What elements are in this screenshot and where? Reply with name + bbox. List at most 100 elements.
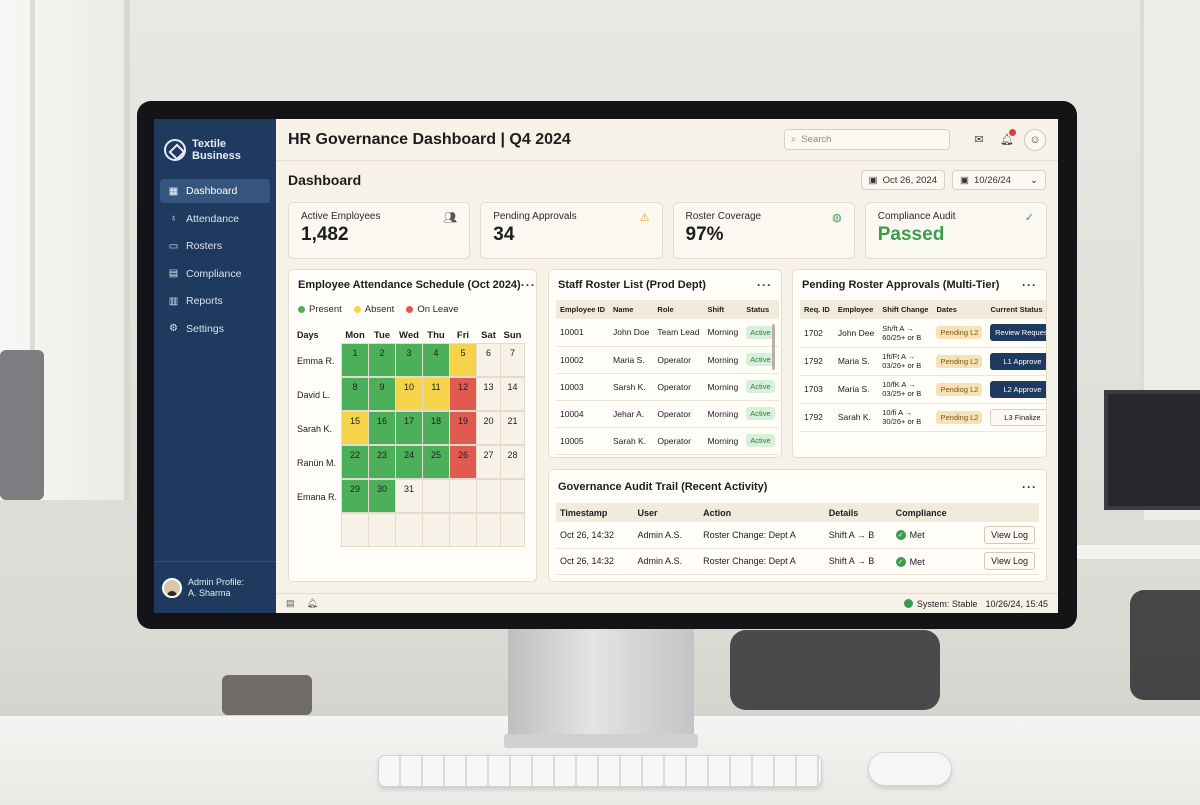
- table-cell: Morning: [703, 319, 743, 347]
- document-icon[interactable]: ▤: [286, 598, 295, 608]
- attendance-legend: Present Absent On Leave: [289, 300, 536, 318]
- attendance-cell[interactable]: 25: [422, 445, 450, 479]
- table-row[interactable]: 10001 John Doe Team Lead Morning Active: [556, 319, 779, 347]
- roster-table: Employee ID Name Role Shift Status 10001 John…: [556, 300, 779, 455]
- attendance-cell[interactable]: 12: [449, 377, 477, 411]
- approval-action-button[interactable]: L1 Approve: [990, 352, 1046, 370]
- req-id: 1792: [800, 403, 834, 432]
- attendance-cell[interactable]: 16: [368, 411, 396, 445]
- approval-action-button[interactable]: L2 Approve: [990, 380, 1046, 398]
- table-cell: View Log: [965, 548, 1039, 575]
- attendance-cell[interactable]: 9: [368, 377, 396, 411]
- alert-bell-icon[interactable]: 🔔︎: [306, 598, 318, 608]
- table-row[interactable]: 10005 Sarah K. Operator Morning Active: [556, 427, 779, 455]
- attendance-cell[interactable]: 30: [368, 479, 396, 513]
- admin-profile[interactable]: Admin Profile: A. Sharma: [154, 561, 276, 613]
- date-end-picker[interactable]: ▣ 10/26/24 ⌄: [952, 170, 1046, 190]
- sidebar-item-compliance[interactable]: ▤ Compliance: [160, 262, 270, 286]
- brand[interactable]: Textile Business: [154, 119, 276, 167]
- date-start-picker[interactable]: ▣ Oct 26, 2024: [860, 170, 945, 190]
- more-options-icon[interactable]: ···: [1022, 278, 1037, 292]
- attendance-cell[interactable]: 10: [395, 377, 423, 411]
- req-id: 1703: [800, 375, 834, 404]
- table-cell: Operator: [653, 373, 704, 401]
- attendance-cell[interactable]: 8: [341, 377, 369, 411]
- attendance-cell[interactable]: 20: [476, 411, 501, 445]
- attendance-cell[interactable]: [395, 513, 423, 547]
- brand-name: Textile Business: [192, 138, 241, 162]
- attendance-cell[interactable]: 13: [476, 377, 501, 411]
- keyboard: [378, 755, 822, 787]
- attendance-cell[interactable]: [476, 479, 501, 513]
- panel-header: Governance Audit Trail (Recent Activity)…: [549, 470, 1046, 503]
- attendance-cell[interactable]: [422, 479, 450, 513]
- more-options-icon[interactable]: ···: [1022, 479, 1037, 494]
- attendance-cell[interactable]: [500, 513, 525, 547]
- more-options-icon[interactable]: ···: [520, 278, 536, 292]
- sidebar: Textile Business ▦ Dashboard ♁ Attendanc…: [154, 119, 276, 613]
- attendance-cell[interactable]: 1: [341, 343, 369, 377]
- attendance-cell[interactable]: [422, 513, 450, 547]
- attendance-cell[interactable]: 18: [422, 411, 450, 445]
- table-row[interactable]: Oct 26, 14:32 Admin A.S. Roster Change: De…: [556, 522, 1039, 549]
- kpi-pending-approvals[interactable]: Pending Approvals 34 ⚠: [480, 202, 663, 259]
- attendance-cell[interactable]: 5: [449, 343, 477, 377]
- bell-icon[interactable]: 🔔︎: [996, 128, 1018, 151]
- attendance-cell[interactable]: 21: [500, 411, 525, 445]
- attendance-cell[interactable]: 22: [341, 445, 369, 479]
- attendance-cell[interactable]: 3: [395, 343, 423, 377]
- attendance-cell[interactable]: [341, 513, 369, 547]
- attendance-cell[interactable]: [449, 479, 477, 513]
- attendance-cell[interactable]: 23: [368, 445, 396, 479]
- kpi-roster-coverage[interactable]: Roster Coverage 97% ◍: [672, 202, 855, 259]
- attendance-cell[interactable]: 26: [449, 445, 477, 479]
- sidebar-item-reports[interactable]: ▥ Reports: [160, 289, 270, 313]
- table-row[interactable]: 10003 Sarsh K. Operator Morning Active: [556, 373, 779, 401]
- user-icon[interactable]: ☺: [1024, 128, 1046, 151]
- approval-action-button[interactable]: Review Request: [990, 324, 1046, 342]
- attendance-cell[interactable]: 14: [500, 377, 525, 411]
- attendance-row: Ranün M. 22 23 24 25 26 27 28: [297, 445, 525, 480]
- attendance-cell[interactable]: 24: [395, 445, 423, 479]
- kpi-compliance-audit[interactable]: Compliance Audit Passed ✓: [864, 202, 1047, 259]
- attendance-cell[interactable]: 29: [341, 479, 369, 513]
- attendance-header-row: Days Mon Tue Wed Thu Fri Sat Sun: [297, 326, 525, 344]
- sidebar-item-dashboard[interactable]: ▦ Dashboard: [160, 179, 270, 203]
- mail-icon[interactable]: ✉: [974, 134, 984, 146]
- attendance-cell[interactable]: 27: [476, 445, 501, 479]
- attendance-cell[interactable]: 15: [341, 411, 369, 445]
- sidebar-item-attendance[interactable]: ♁ Attendance: [160, 207, 270, 231]
- attendance-cell[interactable]: 17: [395, 411, 423, 445]
- attendance-cell[interactable]: [449, 513, 477, 547]
- table-row[interactable]: 1792 Sarah K. 10/fi A → 30/26+ or B Pending …: [800, 403, 1046, 432]
- scrollbar[interactable]: [772, 324, 775, 370]
- table-row[interactable]: 1792 Maria S. 1ft/Ft A → 03/26+ or B Pending…: [800, 347, 1046, 376]
- sidebar-item-rosters[interactable]: ▭ Rosters: [160, 234, 270, 258]
- table-row[interactable]: Oct 26, 14:32 Admin A.S. Roster Change: De…: [556, 548, 1039, 575]
- table-row[interactable]: 10004 Jehar A. Operator Morning Active: [556, 400, 779, 428]
- attendance-cell[interactable]: 19: [449, 411, 477, 445]
- legend-dot: [406, 305, 414, 313]
- sidebar-item-settings[interactable]: ⚙ Settings: [160, 317, 270, 341]
- attendance-cell[interactable]: 31: [395, 479, 423, 513]
- attendance-cell[interactable]: [368, 513, 396, 547]
- table-row[interactable]: 1702 John Dee Sh/ft A → 60/25+ or B Pending …: [800, 319, 1046, 348]
- kpi-active-employees[interactable]: Active Employees 1,482 👥︎: [288, 202, 471, 259]
- approval-action-button[interactable]: L3 Finalize: [990, 408, 1046, 426]
- attendance-cell[interactable]: [476, 513, 501, 547]
- view-log-button[interactable]: View Log: [984, 552, 1035, 570]
- attendance-row: Sarah K. 15 16 17 18 19 20 21: [297, 411, 525, 446]
- attendance-cell[interactable]: 11: [422, 377, 450, 411]
- search-input[interactable]: ⌕ Search: [784, 129, 950, 150]
- more-options-icon[interactable]: ···: [757, 278, 772, 292]
- table-row[interactable]: 1703 Maria S. 10/fK A → 03/25+ or B Pendiog …: [800, 375, 1046, 404]
- table-row[interactable]: 10002 Maria S. Operator Morning Active: [556, 346, 779, 374]
- attendance-cell[interactable]: [500, 479, 525, 513]
- attendance-cell[interactable]: 6: [476, 343, 501, 377]
- attendance-cell[interactable]: 28: [500, 445, 525, 479]
- view-log-button[interactable]: View Log: [984, 525, 1035, 544]
- panel-header: Pending Roster Approvals (Multi-Tier) ··…: [793, 270, 1046, 300]
- attendance-cell[interactable]: 7: [500, 343, 525, 377]
- attendance-cell[interactable]: 2: [368, 343, 396, 377]
- attendance-cell[interactable]: 4: [422, 343, 450, 377]
